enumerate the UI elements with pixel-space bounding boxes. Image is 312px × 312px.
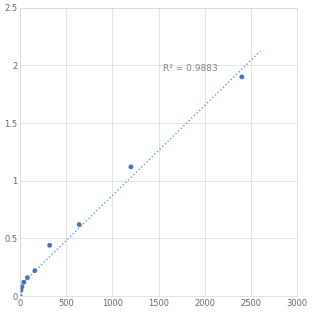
Point <box>19 284 24 289</box>
Text: R² = 0.9883: R² = 0.9883 <box>163 64 218 73</box>
Point <box>47 243 52 248</box>
Point <box>18 288 23 293</box>
Point <box>32 268 37 273</box>
Point <box>77 222 82 227</box>
Point <box>21 280 26 285</box>
Point <box>129 164 134 169</box>
Point <box>239 74 244 79</box>
Point <box>17 294 22 299</box>
Point <box>25 275 30 280</box>
